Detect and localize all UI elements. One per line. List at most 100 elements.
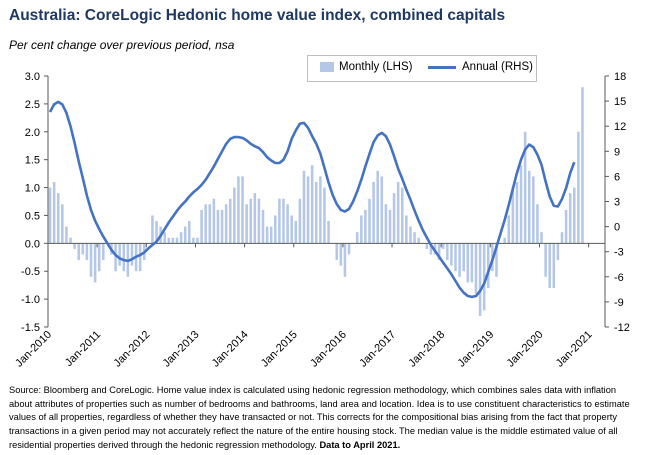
bar-monthly [581, 87, 584, 244]
bar-monthly [167, 237, 171, 244]
chart-area: 3.0 2.5 2.0 1.5 1.0 0.5 0.0 -0.5 -1.0 -1.5 18 15 12 9… [13, 71, 630, 370]
bar-monthly [523, 131, 527, 244]
bar-monthly [204, 204, 207, 244]
legend-item-annual: Annual (RHS) [428, 61, 533, 73]
bar-monthly [122, 243, 126, 272]
bar-monthly [507, 215, 511, 244]
chart-subtitle: Per cent change over previous period, ns… [9, 38, 235, 52]
bar-monthly [405, 215, 408, 244]
x-tick-label: Jan-2014 [210, 329, 251, 370]
bar-monthly [298, 198, 302, 244]
bar-monthly [175, 237, 179, 244]
bar-monthly [241, 176, 244, 244]
bar-monthly [458, 243, 461, 277]
bar-monthly [441, 243, 445, 249]
bar-monthly [77, 243, 80, 261]
bar-monthly [294, 221, 298, 244]
bar-monthly [208, 204, 212, 244]
bar-monthly [347, 243, 351, 255]
bar-monthly [450, 243, 453, 266]
bar-monthly [69, 237, 72, 244]
bar-monthly [138, 243, 142, 272]
bar-monthly [392, 193, 396, 244]
x-tick-label: Jan-2016 [308, 329, 349, 370]
bar-monthly [163, 232, 166, 244]
bar-monthly [151, 215, 154, 244]
left-tick-label: 2.0 [25, 127, 40, 139]
bar-monthly [228, 198, 232, 244]
bar-monthly [335, 243, 339, 261]
x-tick-label: Jan-2011 [63, 329, 103, 369]
bar-monthly [224, 204, 228, 244]
bar-monthly [245, 204, 248, 244]
bar-monthly [89, 243, 93, 277]
x-tick-label: Jan-2019 [456, 329, 497, 370]
bar-monthly [314, 181, 318, 244]
bar-monthly [372, 181, 375, 244]
bar-monthly [261, 209, 265, 244]
bar-monthly [93, 243, 97, 283]
bar-monthly [511, 187, 515, 244]
left-tick-label: -1.5 [21, 322, 40, 334]
x-tick-label: Jan-2015 [259, 329, 300, 370]
x-tick-label: Jan-2021 [554, 329, 595, 370]
bar-monthly [417, 237, 420, 244]
bar-monthly [503, 237, 506, 244]
right-tick-label: 12 [614, 121, 626, 133]
bar-monthly [73, 243, 76, 249]
left-tick-label: -0.5 [21, 266, 40, 278]
right-tick-label: 18 [614, 71, 626, 83]
bar-monthly [540, 232, 543, 244]
bar-monthly [61, 204, 64, 244]
left-tick-label: 2.5 [25, 99, 40, 111]
right-tick-label: 3 [614, 197, 620, 209]
left-tick-label: 1.0 [25, 183, 40, 195]
bar-monthly [290, 215, 293, 244]
bar-monthly [48, 187, 52, 244]
bar-monthly [515, 181, 519, 244]
bar-monthly [466, 243, 470, 283]
bar-monthly [409, 226, 412, 244]
bar-monthly [192, 237, 195, 244]
x-tick-label: Jan-2020 [505, 329, 546, 370]
bar-monthly [212, 198, 216, 244]
left-tick-label: 3.0 [25, 71, 40, 83]
right-tick-label: 6 [614, 171, 620, 183]
bar-monthly [200, 209, 203, 244]
bar-monthly [216, 209, 220, 244]
bar-monthly [462, 243, 465, 272]
bar-monthly [56, 193, 60, 244]
bar-monthly [274, 215, 277, 244]
bar-monthly [278, 198, 281, 244]
bar-monthly [552, 243, 556, 288]
bar-monthly [233, 187, 236, 244]
right-tick-label: -6 [614, 272, 624, 284]
bar-monthly [474, 243, 478, 294]
legend-swatch-monthly [320, 62, 334, 72]
bar-monthly [564, 209, 568, 244]
bar-monthly [65, 226, 68, 244]
right-tick-label: -3 [614, 247, 624, 259]
bar-monthly [380, 176, 384, 244]
right-tick-label: 15 [614, 96, 626, 108]
bar-monthly [532, 176, 535, 244]
chart-title: Australia: CoreLogic Hedonic home value … [9, 7, 506, 24]
bar-monthly [560, 232, 564, 244]
bar-monthly [343, 243, 347, 277]
x-tick-label: Jan-2010 [13, 329, 54, 370]
bar-monthly [487, 243, 490, 288]
bar-monthly [282, 198, 285, 244]
bar-monthly [52, 181, 56, 244]
left-tick-label: 0.0 [25, 238, 40, 250]
bar-monthly [183, 226, 187, 244]
right-tick-label: -12 [614, 322, 630, 334]
bar-monthly [310, 165, 314, 244]
legend-item-monthly: Monthly (LHS) [320, 61, 413, 73]
bar-monthly [269, 226, 273, 244]
bar-monthly [425, 243, 429, 249]
bar-monthly [306, 176, 310, 244]
bar-monthly [327, 221, 330, 244]
legend-label-monthly: Monthly (LHS) [339, 61, 413, 73]
bar-monthly [388, 209, 392, 244]
right-tick-label: 9 [614, 146, 620, 158]
